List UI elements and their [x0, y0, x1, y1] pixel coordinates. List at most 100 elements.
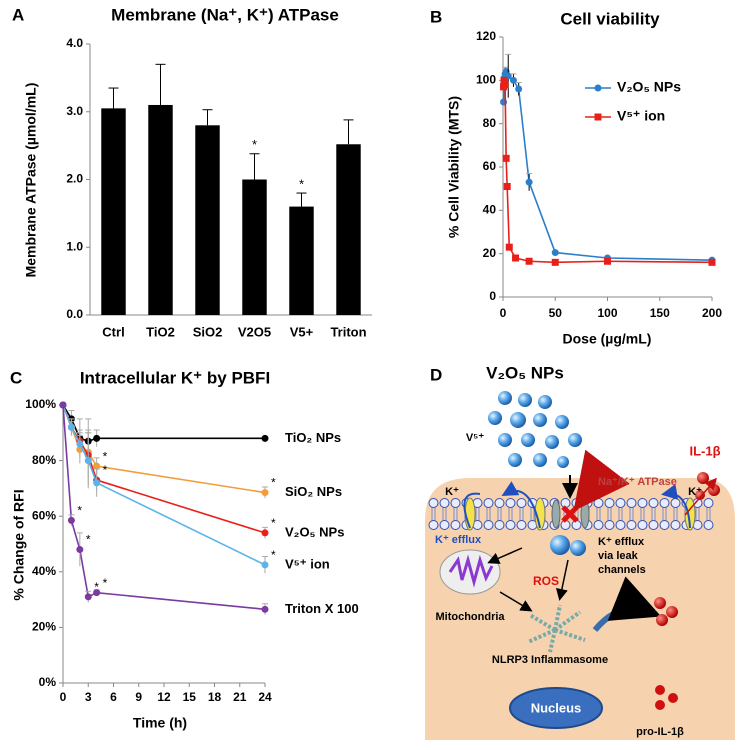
data-point: [67, 516, 75, 524]
data-point: [76, 440, 84, 448]
x-tick-label: 0: [500, 306, 507, 320]
label: channels: [598, 564, 646, 576]
pump: [551, 499, 561, 529]
data-point: [93, 434, 101, 442]
label: Mitochondria: [435, 611, 505, 623]
channel: [534, 497, 546, 531]
series-label: TiO₂ NPs: [285, 430, 341, 445]
data-point: [500, 76, 508, 84]
series-line: [62, 404, 266, 566]
legend-marker: [594, 113, 602, 121]
x-tick-label: 24: [258, 690, 272, 704]
label: K⁺: [688, 486, 702, 498]
significance: *: [271, 548, 276, 562]
diagram-title: V₂O₅ NPs: [486, 363, 564, 382]
data-point: [76, 546, 84, 554]
series-label: Triton X 100: [285, 601, 359, 616]
pump: [580, 499, 590, 529]
significance: *: [103, 449, 108, 463]
label: K⁺ efflux: [598, 536, 645, 548]
efflux-arrow: [463, 492, 481, 529]
series-label: V⁵⁺ ion: [285, 556, 330, 571]
label: V⁵⁺: [466, 432, 485, 444]
x-tick-label: 0: [60, 690, 67, 704]
x-tick-label: Ctrl: [102, 324, 124, 339]
x-tick-label: 6: [110, 690, 117, 704]
series-line: [62, 404, 265, 442]
label: NLRP3 Inflammasome: [492, 654, 608, 666]
data-point: [505, 243, 513, 251]
y-tick-label: 40: [483, 203, 497, 217]
bar: [242, 179, 267, 315]
data-point: [67, 423, 75, 431]
y-tick-label: 0.0: [66, 307, 83, 321]
series-label: V₂O₅ NPs: [285, 524, 344, 539]
data-point: [261, 561, 269, 569]
arrow: [487, 547, 523, 564]
y-axis-label: Membrane ATPase (µmol/mL): [23, 83, 39, 278]
data-point: [604, 257, 611, 265]
pro-il1b-mark: [655, 685, 678, 710]
series-line: [62, 404, 266, 534]
chart-title: Intracellular K⁺ by PBFI: [80, 368, 270, 387]
label: Na⁺/K⁺ ATPase: [598, 476, 677, 488]
panel-letter: B: [430, 7, 442, 26]
x-tick-label: TiO2: [146, 324, 175, 339]
cell: [425, 478, 735, 740]
x-tick-label: SiO2: [193, 324, 223, 339]
data-point: [509, 76, 517, 84]
data-point: [502, 154, 510, 162]
data-point: [551, 249, 559, 257]
data-point: [501, 81, 509, 89]
x-tick-label: 100: [597, 306, 617, 320]
data-point: [93, 479, 101, 487]
y-tick-label: 20: [483, 246, 497, 260]
y-axis-label: % Cell Viability (MTS): [446, 96, 462, 238]
y-axis-label: % Change of RFI: [11, 489, 27, 600]
data-point: [512, 254, 520, 262]
label: via leak: [598, 550, 639, 562]
y-tick-label: 100%: [25, 397, 56, 411]
y-tick-label: 80%: [32, 453, 56, 467]
data-point: [708, 258, 716, 266]
x-axis-label: Dose (µg/mL): [563, 331, 652, 347]
x-tick-label: 15: [183, 690, 197, 704]
data-point: [503, 183, 511, 190]
chart-title: Cell viability: [560, 9, 660, 28]
data-point: [93, 462, 101, 470]
mitochondria-cristae: [448, 554, 494, 588]
nucleus: [509, 687, 603, 729]
arrow: [555, 559, 569, 601]
data-point: [525, 257, 533, 265]
x-tick-label: 18: [208, 690, 222, 704]
bar: [336, 144, 361, 315]
legend-label: V⁵⁺ ion: [617, 108, 665, 124]
x-tick-label: V2O5: [238, 324, 271, 339]
significance: *: [86, 533, 91, 547]
secretion-arrow: [684, 477, 717, 516]
series-line: [62, 404, 266, 611]
label: K⁺ efflux: [435, 534, 482, 546]
legend-marker: [594, 84, 602, 92]
inflammasome: [527, 604, 586, 653]
data-point: [59, 401, 67, 409]
label: IL-1β: [689, 443, 720, 458]
efflux-arrow: [501, 481, 541, 529]
bar: [148, 104, 173, 315]
bar: [101, 108, 126, 315]
series-label: SiO₂ NPs: [285, 484, 342, 499]
significance: *: [299, 176, 304, 191]
chart-title: Membrane (Na⁺, K⁺) ATPase: [111, 5, 339, 24]
nanoparticles: [488, 391, 586, 556]
significance: *: [252, 137, 257, 152]
x-tick-label: 12: [157, 690, 171, 704]
arrow: [592, 576, 662, 632]
y-tick-label: 60: [483, 159, 497, 173]
y-tick-label: 0: [489, 289, 496, 303]
efflux-arrow: [661, 484, 691, 529]
panel-letter: A: [12, 5, 24, 24]
x-tick-label: 21: [233, 690, 247, 704]
data-point: [93, 589, 101, 597]
diagram: D V₂O₅ NPs V⁵⁺ Na⁺/K⁺ ATPase K⁺ K⁺ K⁺ ef…: [425, 363, 735, 740]
data-point: [551, 258, 559, 266]
